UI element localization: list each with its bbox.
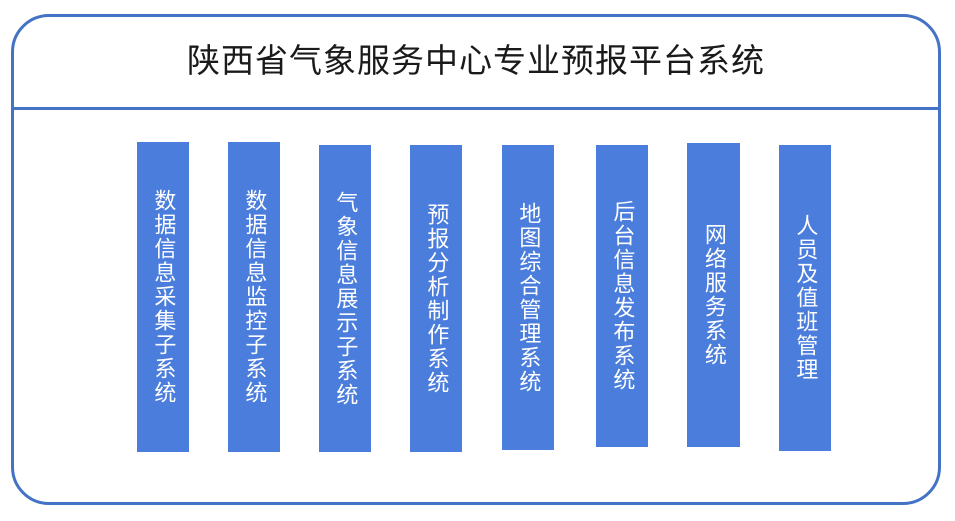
module-label: 人员及值班管理 bbox=[793, 214, 819, 382]
outer-frame bbox=[11, 14, 941, 505]
module-label: 后台信息发布系统 bbox=[610, 200, 636, 392]
module-label: 地图综合管理系统 bbox=[516, 201, 542, 394]
module-label: 数据信息监控子系统 bbox=[242, 189, 268, 405]
header-divider bbox=[11, 107, 941, 110]
module-label: 预报分析制作系统 bbox=[424, 202, 450, 395]
module-box[interactable]: 网络服务系统 bbox=[687, 143, 740, 447]
module-box[interactable]: 气象信息展示子系统 bbox=[319, 145, 371, 452]
module-box[interactable]: 地图综合管理系统 bbox=[502, 145, 554, 450]
title-band: 陕西省气象服务中心专业预报平台系统 bbox=[11, 17, 941, 107]
module-label: 网络服务系统 bbox=[701, 223, 727, 367]
module-box[interactable]: 后台信息发布系统 bbox=[596, 145, 648, 447]
page-title: 陕西省气象服务中心专业预报平台系统 bbox=[187, 43, 765, 80]
module-label: 气象信息展示子系统 bbox=[333, 190, 359, 407]
module-label: 数据信息采集子系统 bbox=[151, 189, 177, 405]
module-box[interactable]: 预报分析制作系统 bbox=[410, 145, 462, 452]
module-box[interactable]: 数据信息监控子系统 bbox=[228, 142, 280, 452]
module-box[interactable]: 人员及值班管理 bbox=[779, 145, 831, 451]
module-box[interactable]: 数据信息采集子系统 bbox=[137, 142, 189, 452]
